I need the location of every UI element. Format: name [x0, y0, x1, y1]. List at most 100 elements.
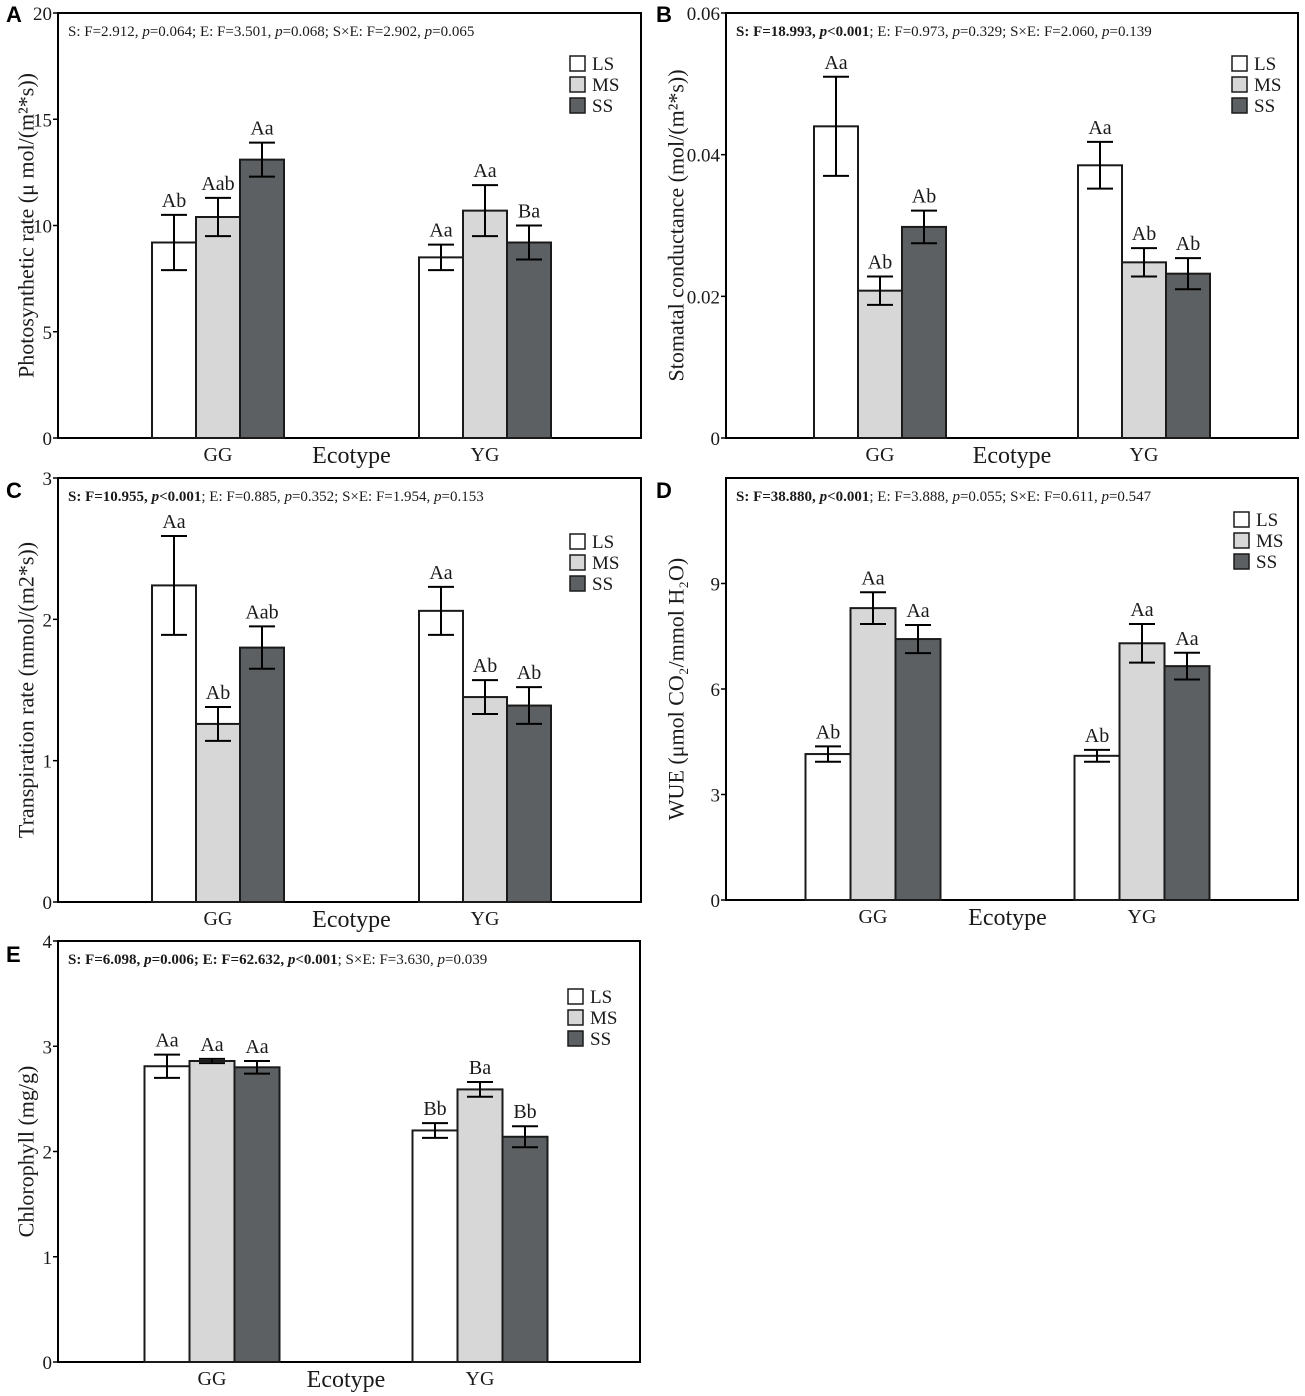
bar-ls-gg [151, 241, 197, 439]
significance-label: Aa [906, 600, 929, 622]
y-axis-label: Photosynthetic rate (μ mol/(m²*s)) [14, 73, 39, 378]
stats-segment: p [818, 24, 828, 40]
legend-swatch-ss [1233, 553, 1250, 570]
stats-segment: p [142, 952, 152, 968]
legend-label-ls: LS [592, 54, 614, 75]
legend-swatch-ms [567, 1009, 584, 1026]
stats-segment: ; E: F=0.885, [201, 489, 284, 505]
stats-segment: =0.006; E: F=62.632, [152, 952, 288, 968]
y-tick-label: 3 [711, 786, 721, 807]
stats-segment: =0.329; S×E: F=2.060, [960, 24, 1102, 40]
bar-ls-yg [1073, 754, 1121, 901]
stats-segment: S: F=6.098, [68, 952, 144, 968]
panel-b: B 0 0.02 0.04 0.06 Stomatal conductance (mol/… [656, 2, 1299, 469]
stats-segment: =0.065 [432, 24, 474, 40]
bar-ms-yg [462, 209, 508, 439]
y-tick-label: 0.04 [687, 146, 721, 167]
legend-swatch-ss [567, 1030, 584, 1047]
significance-label: Ba [469, 1057, 491, 1079]
y-tick-label: 4 [43, 932, 53, 953]
y-axis-label: Stomatal conductance (mol/(m²*s)) [664, 69, 689, 381]
significance-label: Aa [1175, 628, 1198, 650]
y-axis-label: WUE (μmol CO₂/mmol H₂O) [664, 558, 689, 820]
significance-label: Ab [1132, 223, 1156, 245]
legend-label-ms: MS [1256, 531, 1283, 552]
x-tick-label: GG [866, 444, 895, 466]
bar-ss-yg [1163, 665, 1211, 901]
significance-label: Ab [1085, 725, 1109, 747]
bar-ls-gg [813, 125, 859, 439]
y-tick-label: 2 [43, 610, 53, 631]
bar-ss-gg [901, 225, 947, 439]
significance-label: Ab [162, 190, 186, 212]
significance-label: Ab [206, 682, 230, 704]
bar-ss-yg [1165, 272, 1211, 439]
significance-label: Ab [473, 655, 497, 677]
stats-segment: p [150, 489, 160, 505]
legend-label-ss: SS [592, 96, 613, 117]
y-tick-label: 0 [711, 429, 721, 450]
significance-label: Bb [423, 1098, 446, 1120]
significance-label: Aa [250, 118, 273, 140]
legend-label-ss: SS [1256, 552, 1277, 573]
bar-ms-gg [857, 289, 903, 439]
y-tick-label: 20 [33, 4, 52, 25]
x-tick-label: YG [1128, 906, 1157, 928]
y-tick-label: 9 [711, 575, 721, 596]
plot-frame [725, 12, 1299, 439]
significance-label: Aa [155, 1030, 178, 1052]
legend-label-ms: MS [592, 553, 619, 574]
y-tick-label: 3 [43, 1037, 53, 1058]
bar-ls-yg [1077, 164, 1123, 440]
significance-label: Aa [162, 511, 185, 533]
bar-ss-gg [233, 1066, 281, 1364]
x-axis-label: Ecotype [312, 907, 391, 933]
stats-segment: p [437, 952, 446, 968]
stats-segment: =0.068; S×E: F=2.902, [283, 24, 425, 40]
legend-label-ls: LS [1254, 54, 1276, 75]
stats-annotation: S: F=10.955, p<0.001; E: F=0.885, p=0.35… [68, 489, 484, 505]
bar-ss-yg [506, 241, 552, 439]
stats-segment: S: F=10.955, [68, 489, 152, 505]
stats-segment: p [286, 952, 296, 968]
y-tick-label: 3 [43, 469, 53, 490]
plot-frame [57, 477, 642, 903]
y-axis-label: Transpiration rate (mmol/(m2*s)) [14, 542, 39, 838]
stats-segment: p [433, 489, 442, 505]
panel-letter: E [6, 942, 21, 967]
bar-ls-gg [143, 1065, 191, 1364]
x-axis-label: Ecotype [973, 443, 1052, 469]
panel-d: D 0 3 6 9 WUE (μmol CO₂/mmol H₂O) GG YG Ecotype S… [656, 477, 1299, 931]
bar-ms-gg [188, 1059, 236, 1363]
legend-swatch-ms [569, 554, 586, 571]
significance-label: Ab [517, 662, 541, 684]
bar-ms-yg [456, 1088, 504, 1363]
stats-segment: p [141, 24, 150, 40]
panel-a: A 0 5 10 15 20 Photosynthetic rate (μ mol/(m²*… [6, 2, 642, 469]
bar-ls-yg [418, 609, 464, 903]
stats-annotation: S: F=6.098, p=0.006; E: F=62.632, p<0.00… [68, 952, 487, 968]
y-tick-label: 2 [43, 1143, 53, 1164]
bar-ms-yg [462, 696, 508, 903]
significance-label: Aab [201, 173, 234, 195]
significance-label: Aa [429, 220, 452, 242]
x-tick-label: GG [204, 444, 233, 466]
x-tick-label: YG [1130, 444, 1159, 466]
y-tick-label: 5 [43, 323, 53, 344]
legend-swatch-ls [1231, 55, 1248, 72]
y-tick-label: 15 [33, 110, 52, 131]
legend-label-ss: SS [1254, 96, 1275, 117]
bar-ls-gg [804, 753, 852, 902]
stats-segment: p [951, 24, 960, 40]
stats-segment: S: F=18.993, [736, 24, 820, 40]
significance-label: Ba [518, 201, 540, 223]
legend-swatch-ls [569, 55, 586, 72]
y-tick-label: 0 [43, 429, 53, 450]
y-tick-label: 6 [711, 680, 721, 701]
legend-swatch-ls [569, 533, 586, 550]
y-axis-label: Chlorophyll (mg/g) [14, 1066, 39, 1238]
legend-label-ms: MS [592, 75, 619, 96]
x-tick-label: GG [198, 1368, 227, 1390]
x-tick-label: YG [466, 1368, 495, 1390]
